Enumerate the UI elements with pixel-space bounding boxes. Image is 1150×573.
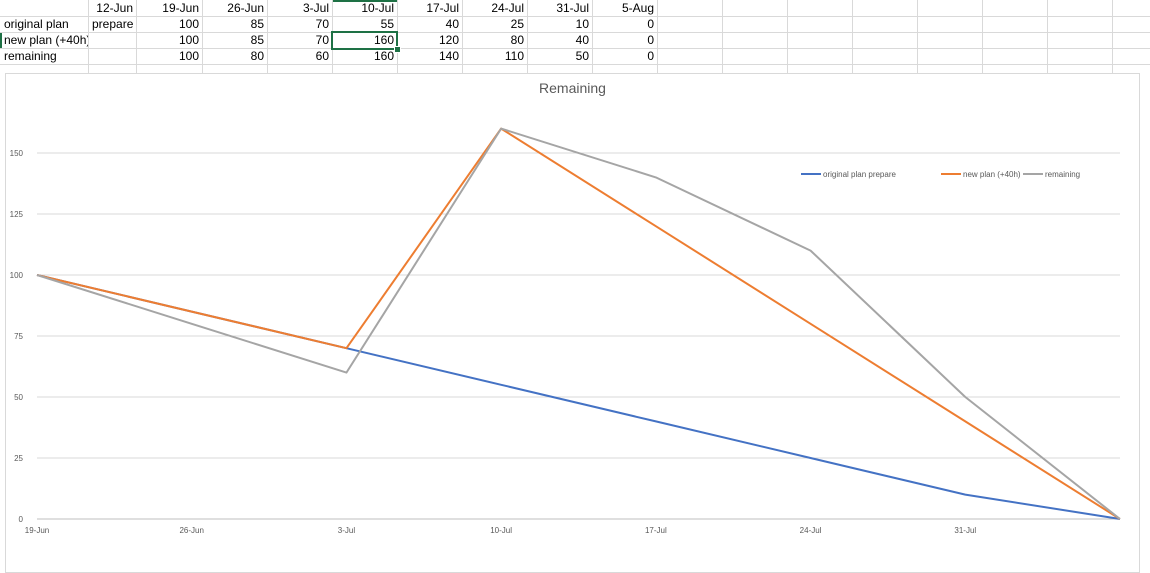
row-selection-marker	[0, 33, 2, 48]
legend-label: remaining	[1045, 170, 1080, 179]
row-divider	[0, 64, 1150, 65]
data-cell[interactable]: 120	[438, 33, 459, 47]
legend-label: new plan (+40h)	[963, 170, 1021, 179]
x-tick-label: 31-Jul	[954, 526, 976, 535]
row-label-cell[interactable]: new plan (+40h)	[4, 33, 88, 47]
data-cell[interactable]: 70	[315, 17, 329, 31]
y-tick-label: 25	[14, 454, 23, 463]
header-cell[interactable]: 24-Jul	[491, 1, 524, 15]
selected-data-cell[interactable]: 160	[373, 33, 394, 47]
data-cell[interactable]: 80	[510, 33, 524, 47]
series-line	[36, 127, 1121, 520]
data-cell[interactable]: 100	[178, 33, 199, 47]
header-cell[interactable]: 3-Jul	[302, 1, 329, 15]
data-cell[interactable]: 0	[647, 49, 654, 63]
y-tick-label: 50	[14, 393, 23, 402]
y-tick-label: 75	[14, 332, 23, 341]
data-cell[interactable]: 0	[647, 33, 654, 47]
active-cell-border	[331, 31, 398, 50]
header-cell[interactable]: 5-Aug	[621, 1, 654, 15]
data-cell[interactable]: 50	[575, 49, 589, 63]
data-cell[interactable]: 85	[250, 33, 264, 47]
row-divider	[0, 32, 1150, 33]
line-chart[interactable]: Remaining 0 25 50 75 100 125 150 19-Jun 26-Jun 3-…	[5, 73, 1140, 573]
data-cell[interactable]: 0	[647, 17, 654, 31]
data-cell[interactable]: 55	[380, 17, 394, 31]
y-tick-label: 150	[10, 149, 24, 158]
data-cell[interactable]: 40	[575, 33, 589, 47]
x-tick-label: 24-Jul	[800, 526, 822, 535]
header-cell[interactable]: 19-Jun	[162, 1, 199, 15]
data-cell[interactable]: 25	[510, 17, 524, 31]
header-cell[interactable]: 17-Jul	[426, 1, 459, 15]
series-line	[36, 127, 1121, 520]
row-divider	[0, 48, 1150, 49]
header-cell[interactable]: 10-Jul	[361, 1, 394, 15]
header-cell[interactable]: 31-Jul	[556, 1, 589, 15]
data-cell[interactable]: 70	[315, 33, 329, 47]
row-divider	[0, 16, 1150, 17]
chart-plot: 0 25 50 75 100 125 150 19-Jun 26-Jun 3-Jul 10-Jul 1…	[10, 127, 1121, 535]
data-cell[interactable]: 110	[504, 49, 524, 63]
data-cell[interactable]: 60	[315, 49, 329, 63]
data-cell[interactable]: 160	[373, 49, 394, 63]
header-cell[interactable]: 12-Jun	[96, 1, 133, 15]
header-cell[interactable]: 26-Jun	[227, 1, 264, 15]
x-tick-label: 17-Jul	[645, 526, 667, 535]
y-tick-label: 0	[19, 515, 24, 524]
data-cell[interactable]: 85	[250, 17, 264, 31]
legend-label: original plan prepare	[823, 170, 896, 179]
y-tick-label: 125	[10, 210, 24, 219]
data-cell[interactable]: prepare	[92, 17, 134, 31]
data-cell[interactable]: 40	[445, 17, 459, 31]
data-cell[interactable]: 140	[438, 49, 459, 63]
data-cell[interactable]: 80	[250, 49, 264, 63]
row-label-cell[interactable]: original plan	[4, 17, 69, 31]
chart-title: Remaining	[539, 80, 606, 96]
data-cell[interactable]: 100	[178, 49, 199, 63]
data-cell[interactable]	[89, 48, 136, 64]
data-cell[interactable]	[89, 32, 136, 48]
fill-handle[interactable]	[394, 46, 401, 53]
x-tick-label: 10-Jul	[490, 526, 512, 535]
y-tick-label: 100	[10, 271, 24, 280]
data-cell[interactable]: 100	[178, 17, 199, 31]
data-cell[interactable]: 10	[575, 17, 589, 31]
x-tick-label: 19-Jun	[25, 526, 49, 535]
x-tick-label: 3-Jul	[338, 526, 356, 535]
x-tick-label: 26-Jun	[179, 526, 203, 535]
row-label-cell[interactable]: remaining	[4, 49, 57, 63]
column-selection-marker	[333, 0, 397, 2]
